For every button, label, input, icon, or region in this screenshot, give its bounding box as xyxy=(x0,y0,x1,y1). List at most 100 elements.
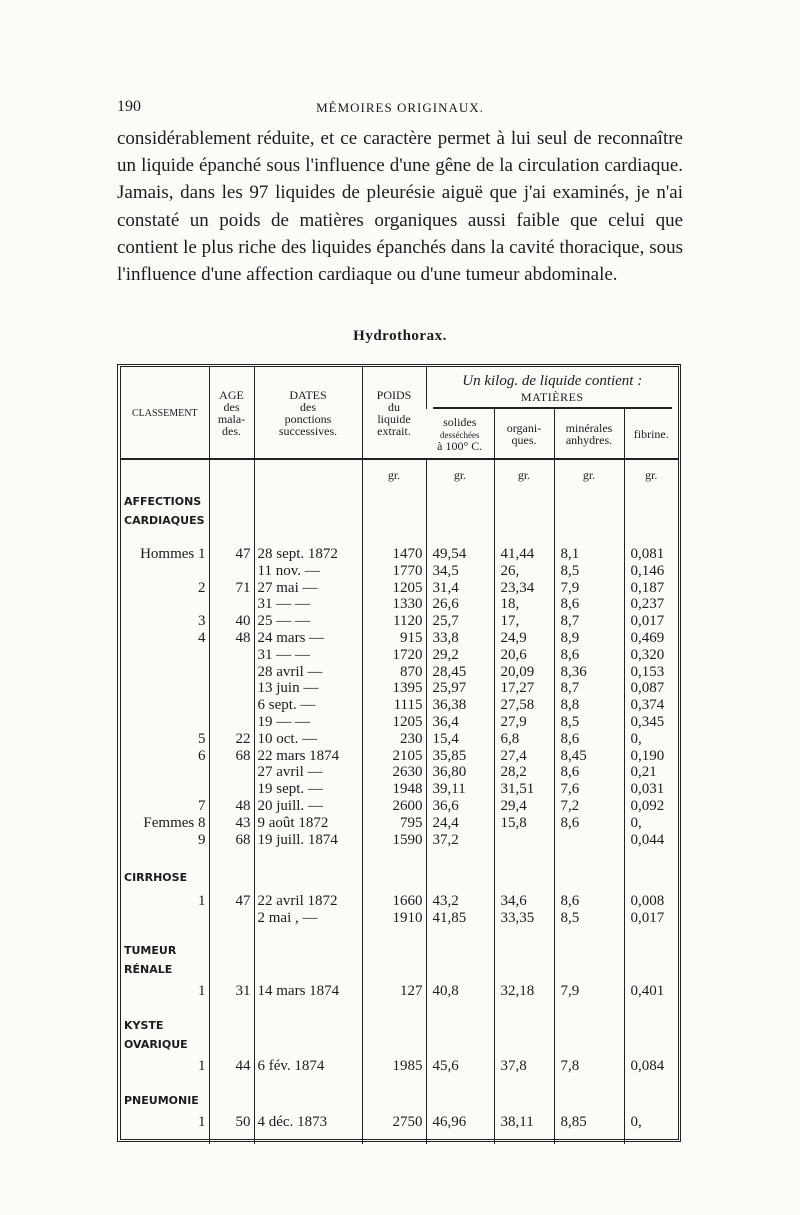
cell-fibrine: 0, xyxy=(623,814,678,832)
cell-solides: 33,8 xyxy=(425,629,494,647)
cell-fibrine: 0,008 xyxy=(623,893,678,911)
table-row: 5 22 10 oct. —230 15,4 6,8 8,6 0, xyxy=(121,730,678,748)
cell-solides: 49,54 xyxy=(425,546,494,563)
cell-age xyxy=(208,910,254,927)
cell-poids: 127 xyxy=(361,982,426,1000)
cell-poids: 1470 xyxy=(361,546,426,563)
cell-minerales: 8,1 xyxy=(553,546,624,563)
cell-organiques: 38,11 xyxy=(493,1113,554,1131)
cell-age: 48 xyxy=(208,629,254,647)
cell-minerales: 8,5 xyxy=(553,910,624,927)
cell-fibrine: 0,320 xyxy=(623,646,678,664)
table-row: 6 sept. —1115 36,38 27,58 8,8 0,374 xyxy=(121,697,678,714)
cell-classement xyxy=(121,764,209,781)
cell-solides: 15,4 xyxy=(425,730,494,748)
cell-minerales: 8,5 xyxy=(553,713,624,731)
cell-solides: 43,2 xyxy=(425,893,494,911)
cell-age: 47 xyxy=(208,893,254,911)
cell-age: 71 xyxy=(208,579,254,597)
table-row: 2 71 27 mai —1205 31,4 23,34 7,9 0,187 xyxy=(121,579,678,597)
cell-date: 25 — — xyxy=(253,613,362,630)
section-name-line: PNEUMONIE xyxy=(124,1093,199,1107)
cell-classement: 7 xyxy=(198,797,206,814)
cell-poids: 1948 xyxy=(361,781,426,798)
unit-label: gr. xyxy=(425,464,494,492)
cell-date: 19 — — xyxy=(253,713,362,731)
header-group: Un kilog. de liquide contient : MATIÈRES xyxy=(425,367,678,409)
cell-classement: 1 xyxy=(198,1057,206,1074)
cell-organiques: 27,9 xyxy=(493,713,554,731)
cell-classement: 2 xyxy=(198,579,206,596)
cell-age xyxy=(208,781,254,798)
cell-minerales: 7,2 xyxy=(553,797,624,815)
cell-organiques: 32,18 xyxy=(493,982,554,1000)
cell-fibrine: 0,146 xyxy=(623,562,678,580)
cell-classement: 1 xyxy=(198,893,206,910)
cell-age xyxy=(208,697,254,714)
cell-date: 22 avril 1872 xyxy=(253,893,362,911)
cell-minerales: 7,9 xyxy=(553,982,624,1000)
cell-organiques: 24,9 xyxy=(493,629,554,647)
cell-classement xyxy=(121,596,209,613)
section-name: PNEUMONIE xyxy=(121,1075,209,1114)
cell-poids: 1590 xyxy=(361,831,426,849)
cell-poids: 1910 xyxy=(361,910,426,927)
cell-date: 10 oct. — xyxy=(253,730,362,748)
header-dates: DATES des ponctions successives. xyxy=(253,367,362,459)
cell-fibrine: 0,031 xyxy=(623,781,678,798)
cell-minerales: 8,7 xyxy=(553,680,624,698)
section-name-line: TUMEUR xyxy=(124,943,177,957)
cell-date: 11 nov. — xyxy=(253,562,362,580)
table-title: Hydrothorax. xyxy=(353,328,447,344)
header-rule xyxy=(121,458,678,464)
units-row: gr. gr. gr. gr. gr. xyxy=(121,464,678,492)
cell-classement: 4 xyxy=(198,629,206,646)
cell-organiques: 34,6 xyxy=(493,893,554,911)
cell-fibrine: 0,21 xyxy=(623,764,678,782)
unit-label: gr. xyxy=(623,464,678,492)
header-minerales: minérales anhydres. xyxy=(553,409,624,459)
cell-poids: 2105 xyxy=(361,747,426,765)
cell-classement: 1 xyxy=(198,982,206,999)
cell-organiques xyxy=(493,831,554,849)
cell-date: 22 mars 1874 xyxy=(253,747,362,765)
cell-date: 24 mars — xyxy=(253,629,362,647)
cell-age: 68 xyxy=(208,831,254,849)
cell-date: 28 sept. 1872 xyxy=(253,546,362,563)
cell-organiques: 6,8 xyxy=(493,730,554,748)
cell-organiques: 18, xyxy=(493,596,554,614)
cell-classement: 3 xyxy=(198,613,206,630)
cell-minerales xyxy=(553,831,624,849)
cell-minerales: 8,9 xyxy=(553,629,624,647)
cell-poids: 1985 xyxy=(361,1057,426,1075)
header-age: AGE des mala-des. xyxy=(208,367,254,459)
unit-label: gr. xyxy=(493,464,554,492)
unit-label: gr. xyxy=(553,464,624,492)
table-row: 11 nov. —1770 34,5 26, 8,5 0,146 xyxy=(121,562,678,580)
body-text: considérablement réduite, et ce caractèr… xyxy=(117,125,683,288)
table-row: 1 50 4 déc. 1873 2750 46,96 38,11 8,85 0, xyxy=(121,1113,678,1131)
cell-minerales: 8,8 xyxy=(553,697,624,714)
cell-age: 40 xyxy=(208,613,254,630)
cell-date: 19 sept. — xyxy=(253,781,362,798)
cell-minerales: 8,6 xyxy=(553,814,624,832)
cell-organiques: 23,34 xyxy=(493,579,554,597)
cell-date: 31 — — xyxy=(253,596,362,614)
cell-fibrine: 0,187 xyxy=(623,579,678,597)
table-row: 19 — —1205 36,4 27,9 8,5 0,345 xyxy=(121,713,678,731)
cell-classement: Hommes 1 xyxy=(140,546,206,562)
cell-organiques: 20,6 xyxy=(493,646,554,664)
section-name-line: CARDIAQUES xyxy=(124,514,205,527)
cell-classement xyxy=(121,664,209,681)
cell-solides: 45,6 xyxy=(425,1057,494,1075)
cell-age: 43 xyxy=(208,814,254,832)
cell-classement: 5 xyxy=(198,730,206,747)
hydrothorax-table: CLASSEMENT AGE des mala-des. DATES des ponct… xyxy=(117,364,681,1145)
cell-age xyxy=(208,680,254,698)
table-row: 1 47 22 avril 1872 1660 43,2 34,6 8,6 0,008 xyxy=(121,893,678,911)
cell-fibrine: 0, xyxy=(623,730,678,748)
cell-solides: 36,38 xyxy=(425,697,494,714)
section-name: CIRRHOSE xyxy=(121,848,209,893)
cell-organiques: 26, xyxy=(493,562,554,580)
cell-minerales: 8,6 xyxy=(553,646,624,664)
